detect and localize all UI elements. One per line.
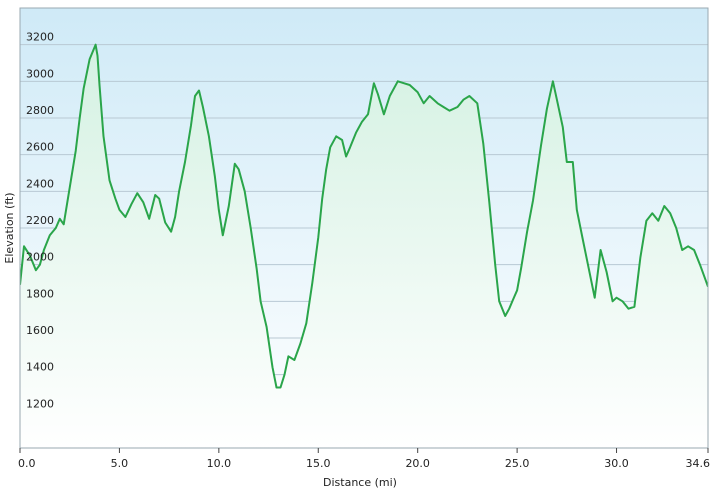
x-tick-label: 34.6 xyxy=(686,457,711,470)
x-tick-label: 20.0 xyxy=(405,457,430,470)
x-axis-ticks: 0.0 5.0 10.0 15.0 20.0 25.0 30.0 34.6 xyxy=(18,448,710,470)
y-axis-label: Elevation (ft) xyxy=(3,192,16,263)
y-tick-label: 1200 xyxy=(26,397,54,410)
plot-frame xyxy=(19,7,709,449)
x-tick-label: 25.0 xyxy=(505,457,530,470)
y-tick-label: 2200 xyxy=(26,214,54,227)
y-tick-label: 2800 xyxy=(26,104,54,117)
elevation-area xyxy=(20,44,708,448)
x-tick-label: 30.0 xyxy=(604,457,629,470)
y-tick-label: 3200 xyxy=(26,31,54,44)
y-tick-label: 2400 xyxy=(26,177,54,190)
elevation-line xyxy=(20,43,708,389)
y-tick-label: 2600 xyxy=(26,141,54,154)
y-tick-label: 2000 xyxy=(26,251,54,264)
y-tick-label: 3000 xyxy=(26,67,54,80)
x-tick-label: 15.0 xyxy=(306,457,331,470)
x-axis-label: Distance (mi) xyxy=(323,476,397,489)
y-axis-ticks: 1200 1400 1600 1800 2000 2200 2400 2600 2800 3000… xyxy=(26,31,54,411)
x-tick-label: 5.0 xyxy=(111,457,129,470)
x-tick-label: 0.0 xyxy=(18,457,36,470)
y-tick-label: 1600 xyxy=(26,324,54,337)
y-tick-label: 1400 xyxy=(26,361,54,374)
y-tick-label: 1800 xyxy=(26,287,54,300)
x-tick-label: 10.0 xyxy=(207,457,232,470)
